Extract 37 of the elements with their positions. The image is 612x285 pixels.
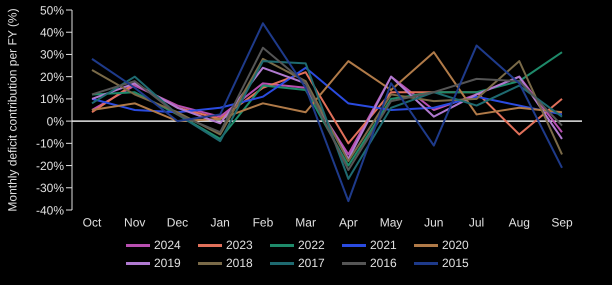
y-tick-label: -10% (36, 136, 64, 151)
line-series (91, 22, 563, 202)
x-tick-label: Mar (295, 216, 316, 230)
legend-label: 2024 (154, 238, 181, 252)
x-tick-label: Sep (551, 216, 573, 230)
x-tick-label: May (380, 216, 402, 230)
x-tick-label: Aug (508, 216, 530, 230)
line-series (91, 60, 563, 180)
x-tick-label: Apr (339, 216, 358, 230)
x-tick-label: Jan (210, 216, 230, 230)
legend-label: 2018 (226, 256, 253, 270)
x-tick-label: Feb (252, 216, 274, 230)
legend-label: 2017 (298, 256, 325, 270)
legend-label: 2015 (442, 256, 469, 270)
y-axis-title: Monthly deficit contribution per FY (%) (5, 8, 20, 212)
legend-label: 2016 (370, 256, 397, 270)
x-tick-label: Nov (124, 216, 146, 230)
x-tick-label: Oct (82, 216, 102, 230)
line-series (91, 51, 563, 122)
legend-label: 2023 (226, 238, 253, 252)
y-tick-label: -20% (36, 158, 64, 173)
y-tick-label: 0% (46, 114, 64, 128)
x-tick-label: Jun (424, 216, 444, 230)
line-series (91, 66, 563, 116)
x-tick-label: Dec (166, 216, 188, 230)
y-tick-label: 10% (40, 92, 64, 106)
legend-label: 2019 (154, 256, 181, 270)
y-tick-label: 30% (40, 48, 64, 62)
y-tick-label: -30% (36, 181, 64, 196)
x-tick-label: Jul (468, 216, 484, 230)
y-tick-label: 40% (40, 25, 64, 40)
legend-label: 2022 (298, 238, 325, 252)
legend-label: 2021 (370, 238, 397, 252)
y-tick-label: -40% (36, 203, 64, 218)
y-tick-label: 50% (40, 3, 64, 18)
legend-label: 2020 (442, 238, 469, 252)
y-tick-label: 20% (40, 70, 64, 84)
